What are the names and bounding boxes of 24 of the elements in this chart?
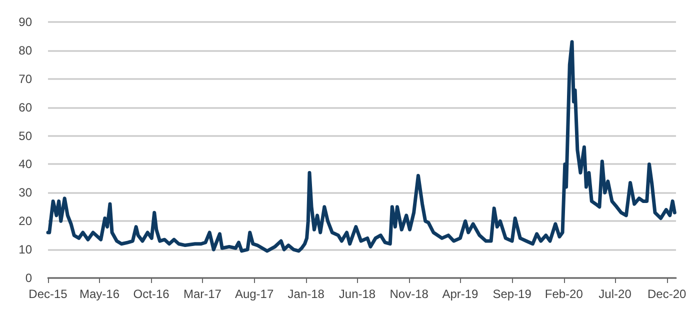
x-tick-label: Sep-19 (492, 287, 532, 301)
y-tick-label: 0 (25, 271, 32, 285)
y-tick-label: 70 (18, 72, 32, 86)
y-tick-label: 50 (18, 128, 32, 143)
y-tick-label: 30 (18, 186, 32, 200)
y-tick-label: 80 (18, 43, 32, 58)
x-tick-label: Oct-16 (133, 287, 170, 301)
x-tick-label: Aug-17 (234, 287, 274, 301)
x-tick-label: Dec-20 (648, 287, 687, 301)
x-tick-label: Feb-20 (544, 287, 584, 301)
y-tick-label: 20 (18, 214, 32, 228)
x-tick-label: Jan-18 (288, 287, 325, 301)
x-tick-label: Dec-15 (28, 287, 68, 301)
x-tick-label: May-16 (79, 287, 120, 301)
y-tick-label: 40 (18, 157, 32, 172)
x-tick-label: Nov-18 (390, 287, 429, 301)
y-tick-label: 90 (18, 15, 32, 29)
x-tick-label: Mar-17 (183, 287, 222, 301)
x-tick-label: Jul-20 (598, 287, 632, 301)
y-tick-label: 60 (18, 100, 32, 114)
line-series (46, 40, 676, 253)
y-tick-label: 10 (18, 242, 32, 257)
x-tick-label: Jun-18 (338, 287, 376, 301)
x-tick-label: Apr-19 (442, 287, 479, 301)
